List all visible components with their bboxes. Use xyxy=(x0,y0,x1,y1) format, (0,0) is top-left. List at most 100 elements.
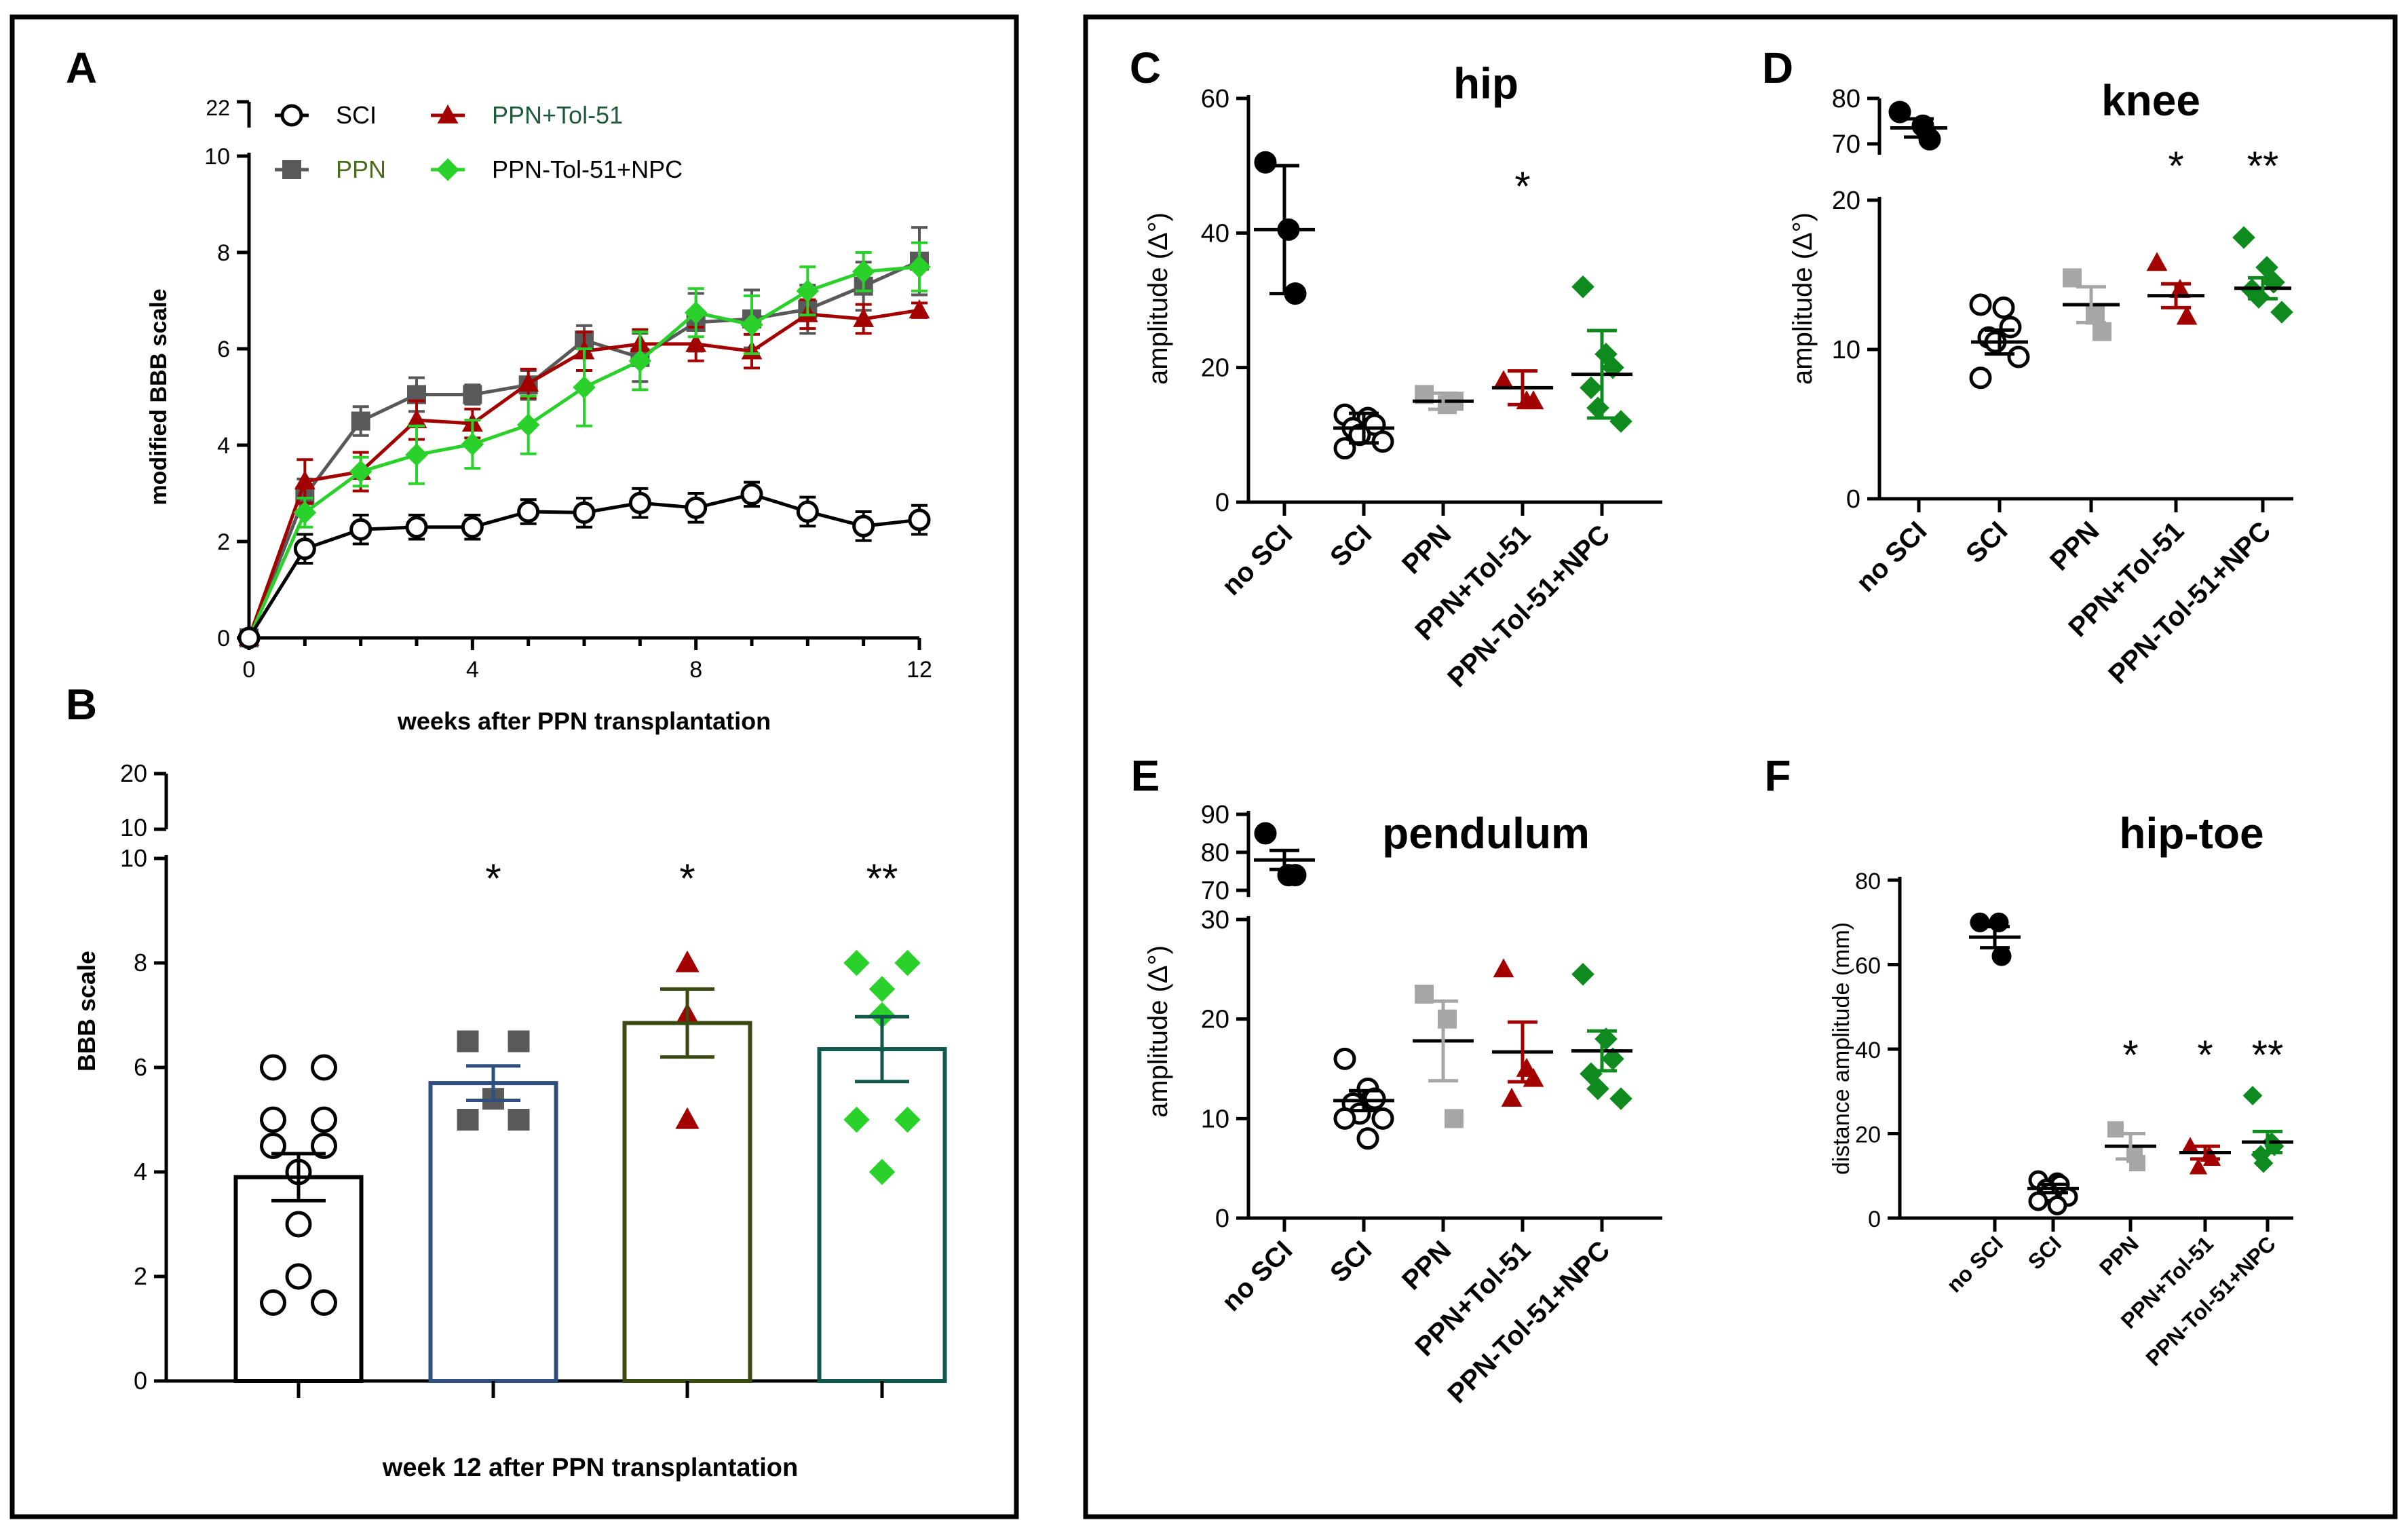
panel-a-point xyxy=(684,301,708,324)
ylabel: amplitude (Δ°) xyxy=(1143,212,1173,385)
ytick-label: 0 xyxy=(1868,1207,1881,1232)
significance-marker: * xyxy=(1514,164,1530,209)
panel-b-bar-group: ** xyxy=(817,856,947,1398)
panel-b-ytick-label: 0 xyxy=(134,1367,147,1395)
legend-marker xyxy=(282,160,301,179)
ytick-label: 0 xyxy=(1215,489,1229,517)
significance-marker: ** xyxy=(2252,1032,2284,1078)
category-group: no SCI xyxy=(1217,151,1315,601)
panel-b-significance: ** xyxy=(866,856,898,901)
ytick-label: 10 xyxy=(1832,336,1860,364)
category-group: PPN-Tol-51+NPC** xyxy=(2103,143,2293,689)
panel-label-B: B xyxy=(66,680,97,729)
panel-a-chart: 22 0 2 4 6 8 10 0 4 8 12 weeks after PPN transplant… xyxy=(146,96,932,735)
ylabel: distance amplitude (mm) xyxy=(1829,922,1854,1175)
panel-a-point xyxy=(573,376,596,399)
ytick-label: 80 xyxy=(1832,85,1860,113)
data-point xyxy=(1969,366,1992,390)
significance-marker: * xyxy=(2197,1032,2213,1078)
data-point xyxy=(1445,1109,1464,1129)
panel-a-point xyxy=(461,516,484,539)
panel-a-point xyxy=(293,501,317,525)
panel-b-ytick-label: 4 xyxy=(134,1158,147,1186)
panel-b-point xyxy=(868,1158,896,1186)
ytick-label: 20 xyxy=(1855,1122,1881,1148)
panel-a-point xyxy=(293,537,316,561)
panel-a-point xyxy=(908,508,931,531)
panel-b-bar-group: * xyxy=(622,856,752,1398)
panel-d-chart: 0 10 20 70 80 amplitude (Δ°) knee no SCI SCI PPNP… xyxy=(1788,76,2293,689)
panel-b-point xyxy=(457,1109,479,1131)
panel-b-point xyxy=(508,1030,530,1053)
ytick-label: 0 xyxy=(1215,1205,1229,1233)
data-point xyxy=(1438,1009,1457,1029)
panel-a-series-line xyxy=(247,265,920,639)
panel-b-point xyxy=(675,1107,700,1129)
xtick-label: PPN xyxy=(1396,1235,1457,1295)
panel-a-point xyxy=(628,491,651,514)
data-point xyxy=(1888,100,1911,124)
data-point xyxy=(2270,301,2293,324)
panel-b-bar-group: * xyxy=(428,856,558,1398)
panel-b-point xyxy=(508,1109,530,1131)
legend-marker xyxy=(436,158,459,181)
xtick-label: no SCI xyxy=(1851,516,1933,598)
panel-a-ytick-label: 2 xyxy=(217,529,230,555)
panel-a-series-0 xyxy=(237,480,931,649)
panel-b-ylabel: BBB scale xyxy=(73,951,100,1072)
category-group: PPN xyxy=(2044,268,2120,577)
panel-b-bar xyxy=(428,1081,558,1383)
legend-entry: PPN-Tol-51+NPC xyxy=(492,155,683,183)
data-point xyxy=(2146,252,2168,271)
data-point xyxy=(1356,1127,1379,1150)
panel-b-ytick-label: 2 xyxy=(134,1262,147,1290)
panel-c-chart: 0 20 40 60 amplitude (Δ°) hip no SCI SCI PPNPPN+… xyxy=(1143,59,1662,693)
panel-b-point xyxy=(311,1054,337,1081)
panel-b-point xyxy=(868,976,896,1002)
panel-a-point xyxy=(463,385,482,404)
panel-a-ybreak-label: 22 xyxy=(206,96,230,120)
legend-entry: PPN+Tol-51 xyxy=(492,101,623,129)
data-point xyxy=(2063,268,2082,288)
panel-a-point xyxy=(573,501,596,524)
panel-a-point xyxy=(796,280,820,303)
data-point xyxy=(2242,1086,2263,1105)
panel-a-series-1 xyxy=(240,226,929,647)
data-point xyxy=(1580,376,1603,400)
category-group: PPN * xyxy=(2095,1032,2156,1280)
panel-label-D: D xyxy=(1762,43,1793,92)
category-group: no SCI xyxy=(1217,822,1315,1317)
panel-a-point xyxy=(351,411,370,431)
category-group: PPN-Tol-51+NPC** xyxy=(2141,1032,2293,1371)
data-point xyxy=(1609,1087,1632,1110)
data-point xyxy=(1999,316,2022,339)
panel-label-A: A xyxy=(66,43,97,92)
panel-b-point xyxy=(675,950,700,972)
data-point xyxy=(2189,1158,2208,1175)
category-group: PPN xyxy=(1396,985,1474,1296)
panel-title: pendulum xyxy=(1382,809,1590,858)
ytick-label: 60 xyxy=(1855,953,1881,979)
panel-b-point xyxy=(260,1133,286,1159)
panel-a-point xyxy=(516,413,540,436)
data-point xyxy=(1571,962,1594,986)
panel-label-E: E xyxy=(1131,751,1160,800)
panel-b-point xyxy=(260,1106,286,1133)
ytick-label: 20 xyxy=(1201,1006,1229,1034)
xtick-label: no SCI xyxy=(1942,1231,2008,1297)
legend-entry: PPN xyxy=(336,155,386,183)
panel-b-point xyxy=(285,1211,312,1238)
panel-a-point xyxy=(405,516,428,539)
category-group: PPN xyxy=(1396,385,1474,580)
panel-b-bar-group xyxy=(233,1054,364,1398)
data-point xyxy=(1501,1087,1523,1107)
panel-title: knee xyxy=(2101,76,2200,125)
ytick-label: 70 xyxy=(1832,130,1860,159)
xtick-label: PPN xyxy=(2044,516,2105,576)
panel-title: hip-toe xyxy=(2119,809,2263,858)
panel-a-point xyxy=(349,518,372,541)
panel-a-point xyxy=(294,470,316,490)
data-point xyxy=(1333,1047,1356,1070)
panel-b-chart: 0 2 4 6 8 10 10 20 BBB scale week 12 after PPN tr… xyxy=(73,759,947,1482)
